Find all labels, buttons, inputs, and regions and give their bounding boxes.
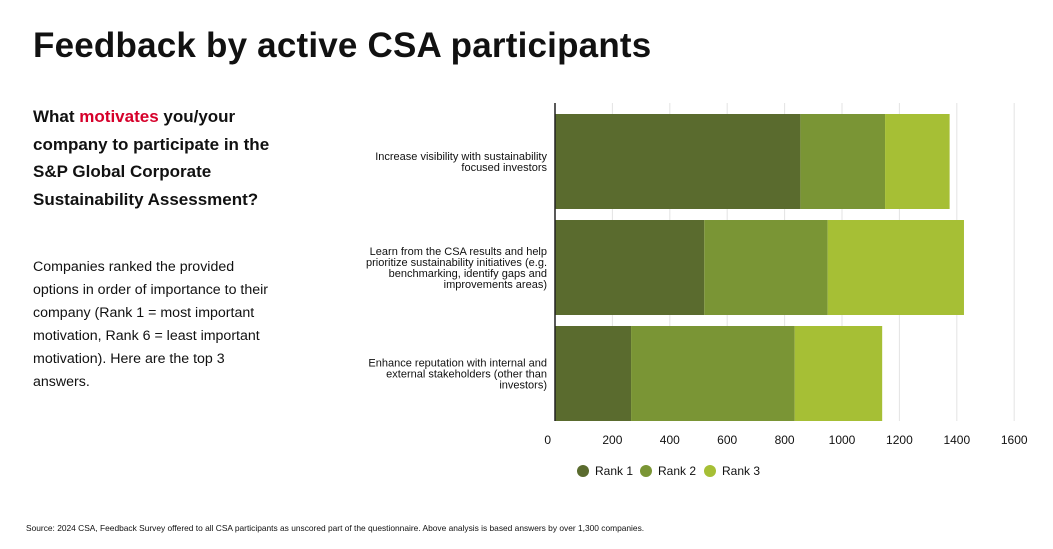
bar-1-rank-1 — [555, 114, 801, 209]
bar-1-rank-3 — [885, 114, 950, 209]
category-label-2: Learn from the CSA results and help prior… — [366, 246, 547, 291]
x-tick-800: 800 — [775, 433, 795, 447]
legend-label-2: Rank 2 — [658, 464, 696, 478]
category-label-line: benchmarking, identify gaps and — [389, 268, 547, 280]
category-label-line: investors) — [499, 380, 547, 392]
x-tick-600: 600 — [717, 433, 737, 447]
x-tick-1200: 1200 — [886, 433, 913, 447]
category-label-line: focused investors — [461, 162, 547, 174]
legend: Rank 1 Rank 2 Rank 3 — [577, 464, 760, 478]
bar-1-rank-2 — [800, 114, 886, 209]
source-note: Source: 2024 CSA, Feedback Survey offere… — [26, 523, 645, 533]
category-label-line: Learn from the CSA results and help — [370, 246, 547, 258]
bar-3-rank-3 — [794, 326, 883, 421]
legend-label-1: Rank 1 — [595, 464, 633, 478]
legend-label-3: Rank 3 — [722, 464, 760, 478]
category-label-line: Enhance reputation with internal and — [368, 358, 547, 370]
bar-2-rank-1 — [555, 220, 705, 315]
bar-2-rank-3 — [827, 220, 964, 315]
page-title: Feedback by active CSA participants — [33, 26, 652, 65]
x-tick-labels: 0 200 400 600 800 1000 1200 1400 1600 — [544, 433, 1028, 447]
legend-swatch-1 — [577, 465, 589, 477]
bar-3-rank-1 — [555, 326, 632, 421]
description-text: Companies ranked the provided options in… — [33, 259, 269, 390]
category-labels: Increase visibility with sustainability f… — [366, 151, 547, 392]
x-tick-0: 0 — [544, 433, 551, 447]
x-tick-1400: 1400 — [943, 433, 970, 447]
x-tick-400: 400 — [660, 433, 680, 447]
question-highlight: motivates — [79, 107, 159, 126]
stacked-bar-chart: Increase visibility with sustainability f… — [366, 103, 1028, 478]
question-rest: you/your company to participate in the S… — [33, 107, 270, 209]
category-label-1: Increase visibility with sustainability f… — [375, 151, 547, 174]
x-tick-200: 200 — [602, 433, 622, 447]
x-tick-1600: 1600 — [1001, 433, 1028, 447]
category-label-line: external stakeholders (other than — [386, 369, 547, 381]
category-label-line: Increase visibility with sustainability — [375, 151, 547, 163]
question-text: What motivates you/your company to parti… — [33, 103, 283, 213]
bars — [555, 114, 964, 421]
bar-3-rank-2 — [631, 326, 795, 421]
legend-swatch-2 — [640, 465, 652, 477]
category-label-line: improvements areas) — [444, 279, 547, 291]
category-label-3: Enhance reputation with internal and exte… — [368, 358, 547, 392]
legend-swatch-3 — [704, 465, 716, 477]
x-tick-1000: 1000 — [829, 433, 856, 447]
category-label-line: prioritize sustainability initiatives (e… — [366, 257, 547, 269]
question-prefix: What — [33, 107, 80, 126]
bar-2-rank-2 — [704, 220, 828, 315]
